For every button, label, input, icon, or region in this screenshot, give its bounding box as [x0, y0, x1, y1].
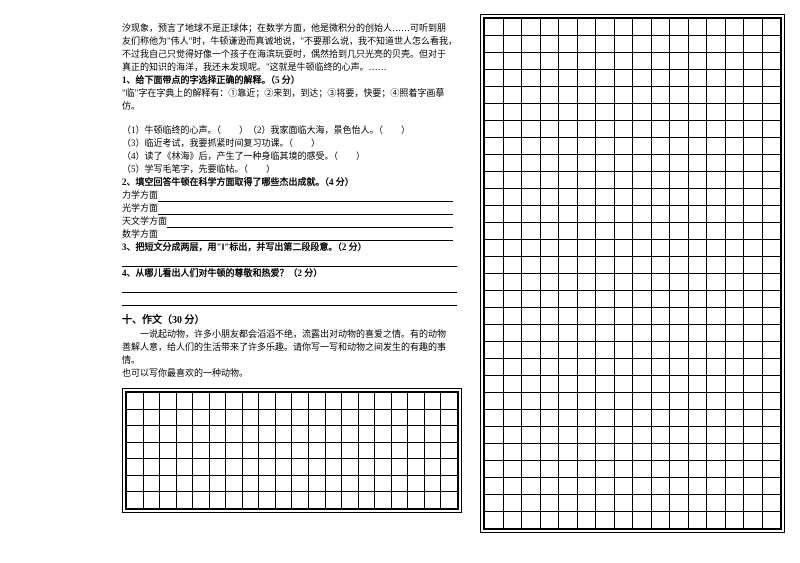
q2-row: 天文学方面 [122, 215, 462, 228]
q2-row: 数学方面 [122, 228, 462, 241]
q1-item: （5）学写毛笔字，先要临帖。（ ） [122, 163, 462, 176]
passage-line: 真正的知识的海洋，我还未发现呢。"这就是牛顿临终的心声。…… [122, 61, 462, 74]
q2-label: 天文学方面 [122, 216, 167, 226]
essay-line: 也可以写你最喜欢的一种动物。 [122, 367, 462, 380]
answer-blank[interactable] [158, 191, 453, 202]
q1-item: （3）临近考试，我要抓紧时间复习功课。（ ） [122, 137, 462, 150]
q1-title: 1、给下面带点的字选择正确的解释。（5 分） [122, 74, 462, 87]
q2-title: 2、填空回答牛顿在科学方面取得了哪些杰出成就。（4 分） [122, 176, 462, 189]
answer-line[interactable] [122, 254, 462, 267]
essay-line: 情。 [122, 354, 462, 367]
q1-item: （1）牛顿临终的心声。（ ） （2）我家面临大海，景色怡人。（ ） [122, 124, 462, 137]
large-writing-grid[interactable] [480, 14, 785, 533]
q2-label: 数学方面 [122, 229, 158, 239]
q2-row: 力学方面 [122, 189, 462, 202]
passage-line: 友们称他为"伟人"时，牛顿谦逊而真诚地说，"不要那么说，我不知道世人怎么看我， [122, 35, 462, 48]
small-writing-grid[interactable] [122, 388, 462, 513]
passage-line: 汐现象，预言了地球不是正球体；在数学方面，他是微积分的创始人……可听到朋 [122, 22, 462, 35]
answer-blank[interactable] [158, 230, 453, 241]
essay-line: 一说起动物，许多小朋友都会滔滔不绝，流露出对动物的喜爱之情。有的动物 [122, 328, 462, 341]
passage-line: 不过我自己只觉得好像一个孩子在海滨玩耍时，偶然拾到几只光亮的贝壳。但对于 [122, 48, 462, 61]
q4-title: 4、从哪儿看出人们对牛顿的尊敬和热爱？（2 分） [122, 267, 462, 280]
q2-label: 光学方面 [122, 203, 158, 213]
essay-heading: 十、作文（30 分） [122, 314, 462, 328]
q2-label: 力学方面 [122, 190, 158, 200]
answer-blank[interactable] [167, 217, 453, 228]
answer-line[interactable] [122, 280, 462, 293]
answer-blank[interactable] [158, 204, 453, 215]
essay-line: 善解人意，给人们的生活带来了许多乐趣。请你写一写和动物之间发生的有趣的事 [122, 341, 462, 354]
answer-line[interactable] [122, 293, 462, 306]
left-column: 汐现象，预言了地球不是正球体；在数学方面，他是微积分的创始人……可听到朋 友们称… [122, 22, 462, 380]
q1-item: （4）读了《林海》后，产生了一种身临其境的感受。（ ） [122, 150, 462, 163]
q1-definition: "临"字在字典上的解释有：①靠近；②来到，到达；③将要，快要；④照着字画摹仿。 [122, 87, 462, 113]
q3-title: 3、把短文分成两层，用"‖"标出，并写出第二段段意。（2 分） [122, 241, 462, 254]
q2-row: 光学方面 [122, 202, 462, 215]
